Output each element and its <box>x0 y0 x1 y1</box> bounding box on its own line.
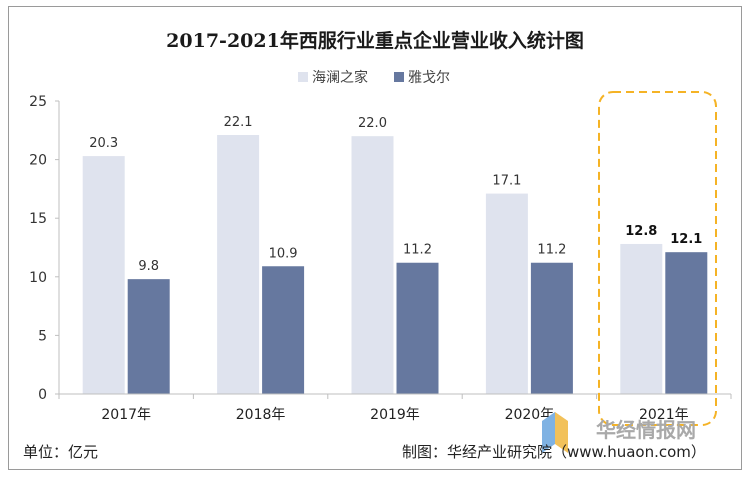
bars-group <box>82 134 708 394</box>
value-label-hailan-2021: 12.8 <box>625 224 657 239</box>
bar-youngor-2017 <box>127 279 170 394</box>
value-label-youngor-2020: 11.2 <box>537 243 566 258</box>
highlight-2021-box <box>598 91 717 426</box>
watermark-logo-left <box>542 412 555 453</box>
y-tick-label: 10 <box>29 270 47 286</box>
unit-label: 单位：亿元 <box>23 443 98 461</box>
value-label-youngor-2019: 11.2 <box>403 243 432 258</box>
chart-legend: 海澜之家 雅戈尔 <box>298 69 450 86</box>
y-tick-label: 15 <box>29 211 47 227</box>
value-labels-group: 20.3 9.8 22.1 10.9 22.0 11.2 17.1 11.2 12.8 12.1 <box>89 115 702 274</box>
value-label-youngor-2018: 10.9 <box>269 246 298 261</box>
value-label-hailan-2019: 22.0 <box>358 116 387 131</box>
watermark-text: 华经情报网 <box>596 418 696 442</box>
bar-youngor-2020 <box>530 262 573 394</box>
watermark-logo: 华经情报网 <box>542 412 696 453</box>
bar-hailan-2018 <box>217 134 260 394</box>
y-tick-label: 5 <box>38 328 47 344</box>
x-axis: 2017年 2018年 2019年 2020年 2021年 <box>58 393 732 423</box>
bar-hailan-2019 <box>351 136 394 394</box>
bar-hailan-2021 <box>620 243 663 394</box>
chart-title: 2017-2021年西服行业重点企业营业收入统计图 <box>166 29 584 52</box>
bar-hailan-2017 <box>82 156 125 394</box>
chart-canvas: 2017-2021年西服行业重点企业营业收入统计图 海澜之家 雅戈尔 0 5 10 1… <box>23 29 732 461</box>
x-tick-label-2021: 2021年 <box>639 407 689 423</box>
y-axis: 0 5 10 15 20 25 <box>29 94 60 403</box>
bar-youngor-2021 <box>665 252 708 394</box>
value-label-youngor-2021: 12.1 <box>670 232 702 247</box>
watermark-logo-right <box>555 412 568 453</box>
x-tick-label-2019: 2019年 <box>370 407 420 423</box>
bar-youngor-2018 <box>262 266 305 394</box>
value-label-hailan-2017: 20.3 <box>89 136 118 151</box>
bar-hailan-2020 <box>485 193 528 394</box>
y-tick-label: 20 <box>29 153 47 169</box>
x-tick-label-2018: 2018年 <box>236 407 286 423</box>
chart-frame: 2017-2021年西服行业重点企业营业收入统计图 海澜之家 雅戈尔 0 5 10 1… <box>8 6 742 470</box>
source-label: 制图：华经产业研究院（www.huaon.com） <box>402 443 706 461</box>
legend-label-youngor: 雅戈尔 <box>408 70 450 86</box>
bar-youngor-2019 <box>396 262 439 394</box>
value-label-hailan-2018: 22.1 <box>224 115 253 130</box>
value-label-youngor-2017: 9.8 <box>138 259 159 274</box>
legend-swatch-youngor <box>394 72 404 82</box>
y-tick-label: 0 <box>38 387 47 403</box>
x-tick-label-2020: 2020年 <box>505 407 555 423</box>
x-tick-label-2017: 2017年 <box>101 407 151 423</box>
legend-label-hailan: 海澜之家 <box>312 69 368 86</box>
y-tick-label: 25 <box>29 94 47 110</box>
legend-swatch-hailan <box>298 72 308 82</box>
value-label-hailan-2020: 17.1 <box>492 174 521 189</box>
